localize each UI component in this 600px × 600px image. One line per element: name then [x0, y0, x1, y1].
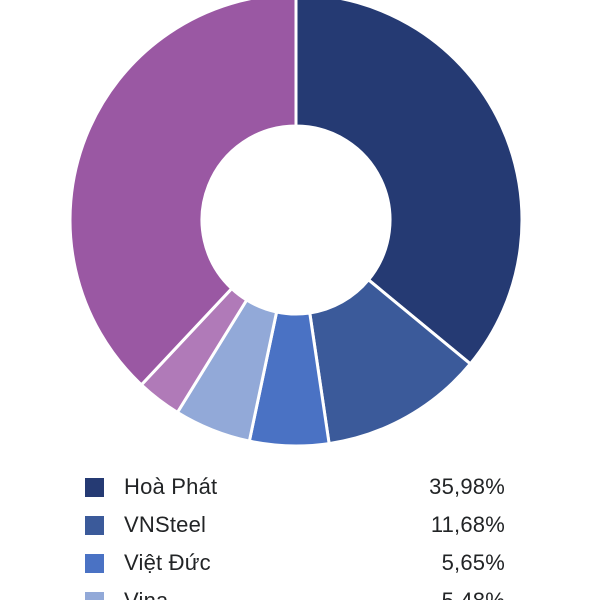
legend-label: VNSteel	[124, 512, 207, 537]
legend-item: Hoà Phát 35,98%	[85, 468, 505, 506]
legend-swatch	[85, 477, 104, 497]
donut-slice-1	[308, 277, 473, 446]
legend-value: 35,98%	[429, 474, 505, 499]
legend-value: 11,68%	[430, 512, 505, 537]
donut-slice-5	[68, 0, 298, 387]
legend-item: Vina...5,48%	[85, 582, 505, 600]
legend-label: Việt Đức	[124, 550, 211, 575]
legend-label: Hoà Phát	[124, 474, 218, 499]
chart-legend: Hoà Phát 35,98% VNSteel 11,68% Việt Đức 5,65%…	[85, 468, 505, 600]
legend-swatch	[85, 591, 104, 600]
legend-swatch	[85, 515, 104, 535]
donut-slice-0	[294, 0, 524, 366]
legend-swatch	[85, 553, 104, 573]
legend-value: 5,65%	[441, 550, 505, 575]
legend-value: 5,48%	[442, 588, 505, 600]
legend-item: Việt Đức 5,65%	[85, 544, 505, 582]
legend-item: VNSteel 11,68%	[85, 506, 505, 544]
legend-label: Vina...	[124, 588, 442, 600]
